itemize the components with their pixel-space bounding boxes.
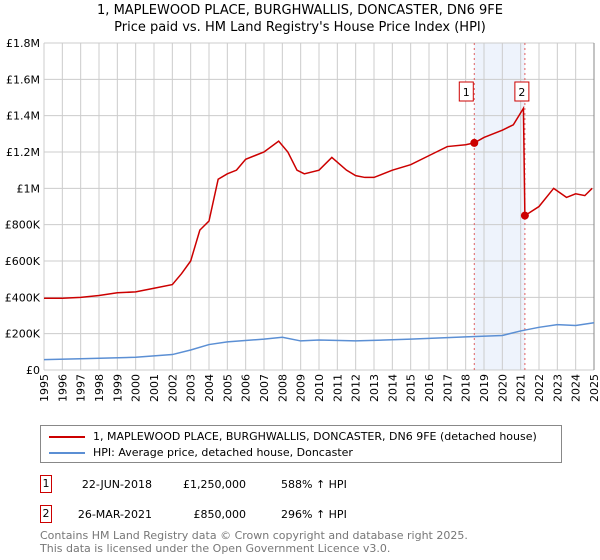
footer-line: This data is licensed under the Open Gov…: [40, 542, 391, 555]
x-tick-label: 2016: [423, 374, 436, 402]
x-tick-label: 2025: [588, 374, 600, 402]
x-tick-label: 2014: [386, 374, 399, 402]
x-tick-label: 2023: [551, 374, 564, 402]
x-tick-label: 2008: [276, 374, 289, 402]
x-tick-label: 2009: [295, 374, 308, 402]
sale-date: 26-MAR-2021: [77, 507, 152, 521]
x-tick-label: 1997: [75, 374, 88, 402]
x-tick-label: 2001: [148, 374, 161, 402]
sale-label: 1: [463, 86, 470, 99]
x-tick-label: 2024: [570, 374, 583, 402]
y-tick-label: £600K: [5, 255, 41, 268]
series-line: [43, 322, 595, 361]
x-tick-label: 2003: [185, 374, 198, 402]
x-tick-label: 2012: [350, 374, 363, 402]
x-tick-label: 2020: [496, 374, 509, 402]
legend-swatch: [49, 435, 85, 438]
sale-point: [470, 138, 479, 147]
y-tick-label: £1.4M: [6, 110, 40, 123]
sale-price: £850,000: [193, 507, 247, 521]
chart-subtitle: Price paid vs. HM Land Registry's House …: [114, 20, 486, 35]
x-tick-label: 2022: [533, 374, 546, 402]
table-row: 2 26-MAR-2021 £850,000 296% ↑ HPI: [40, 505, 347, 523]
y-tick-label: £400K: [5, 291, 41, 304]
x-tick-label: 2015: [405, 374, 418, 402]
sale-badge: 2: [40, 505, 52, 523]
y-tick-label: £200K: [5, 328, 41, 341]
legend: 1, MAPLEWOOD PLACE, BURGHWALLIS, DONCAST…: [40, 425, 562, 463]
y-tick-label: £0: [26, 364, 40, 377]
x-tick-label: 2002: [166, 374, 179, 402]
series-line: [44, 105, 593, 299]
x-tick-label: 2007: [258, 374, 271, 402]
x-tick-label: 2013: [368, 374, 381, 402]
sale-label-box: [514, 81, 530, 102]
sale-point: [520, 211, 529, 220]
y-tick-label: £1M: [17, 182, 41, 195]
x-tick-label: 1998: [93, 374, 106, 402]
legend-swatch: [49, 451, 85, 454]
x-tick-label: 2019: [478, 374, 491, 402]
x-tick-label: 2000: [130, 374, 143, 402]
y-tick-label: £800K: [5, 219, 41, 232]
sale-label: 2: [518, 86, 525, 99]
sale-date: 22-JUN-2018: [81, 477, 152, 491]
legend-item-hpi: HPI: Average price, detached house, Donc…: [49, 446, 353, 459]
sale-hpi: 588% ↑ HPI: [281, 477, 347, 491]
x-tick-label: 1996: [56, 374, 69, 402]
x-tick-label: 2017: [441, 374, 454, 402]
x-tick-label: 1999: [111, 374, 124, 402]
x-tick-label: 1995: [38, 374, 51, 402]
chart-title: 1, MAPLEWOOD PLACE, BURGHWALLIS, DONCAST…: [97, 3, 503, 18]
sale-hpi: 296% ↑ HPI: [281, 507, 347, 521]
x-tick-label: 2011: [331, 374, 344, 402]
sale-badge: 1: [40, 475, 52, 493]
legend-item-property: 1, MAPLEWOOD PLACE, BURGHWALLIS, DONCAST…: [49, 430, 537, 443]
x-tick-label: 2005: [221, 374, 234, 402]
legend-label: HPI: Average price, detached house, Donc…: [93, 446, 353, 459]
x-tick-label: 2004: [203, 374, 216, 402]
footer-line: Contains HM Land Registry data © Crown c…: [40, 529, 468, 542]
sale-price: £1,250,000: [183, 477, 246, 491]
y-tick-label: £1.8M: [6, 37, 40, 50]
sale-label-box: [458, 81, 474, 102]
y-tick-label: £1.2M: [6, 146, 40, 159]
y-tick-label: £1.6M: [6, 73, 40, 86]
x-tick-label: 2021: [515, 374, 528, 402]
legend-label: 1, MAPLEWOOD PLACE, BURGHWALLIS, DONCAST…: [93, 430, 537, 443]
x-tick-label: 2006: [240, 374, 253, 402]
x-tick-label: 2010: [313, 374, 326, 402]
x-tick-label: 2018: [460, 374, 473, 402]
footer: Contains HM Land Registry data © Crown c…: [40, 529, 468, 555]
table-row: 1 22-JUN-2018 £1,250,000 588% ↑ HPI: [40, 475, 347, 493]
chart: 1995 1996 1997 1998 1999 2000 2001 2002 2003 2004…: [5, 37, 600, 402]
